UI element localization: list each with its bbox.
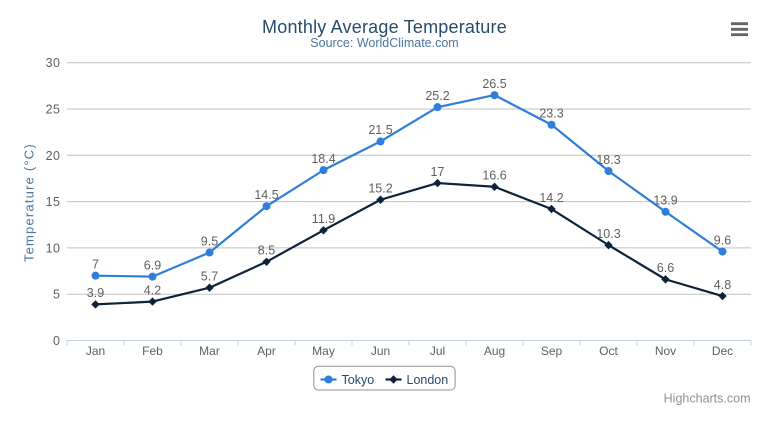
- svg-text:London: London: [407, 373, 449, 387]
- svg-text:23.3: 23.3: [539, 107, 563, 121]
- svg-text:17: 17: [431, 165, 445, 179]
- svg-text:11.9: 11.9: [312, 212, 335, 226]
- svg-text:Highcharts.com: Highcharts.com: [664, 392, 751, 406]
- svg-text:10.3: 10.3: [596, 227, 620, 241]
- svg-text:Oct: Oct: [599, 344, 618, 358]
- svg-text:16.6: 16.6: [482, 169, 506, 183]
- svg-text:Sep: Sep: [541, 344, 563, 358]
- svg-text:6.9: 6.9: [144, 258, 161, 272]
- svg-text:9.5: 9.5: [201, 234, 218, 248]
- svg-text:9.6: 9.6: [714, 233, 731, 247]
- svg-text:15.2: 15.2: [368, 182, 392, 196]
- svg-text:6.6: 6.6: [657, 261, 674, 275]
- svg-text:14.2: 14.2: [539, 191, 563, 205]
- svg-text:3.9: 3.9: [87, 286, 104, 300]
- svg-text:26.5: 26.5: [482, 77, 506, 91]
- svg-text:25: 25: [46, 103, 61, 117]
- svg-text:Nov: Nov: [655, 344, 676, 358]
- svg-text:21.5: 21.5: [368, 123, 392, 137]
- svg-text:Monthly Average Temperature: Monthly Average Temperature: [262, 17, 507, 37]
- svg-text:7: 7: [92, 257, 99, 271]
- svg-text:20: 20: [46, 149, 61, 163]
- svg-text:30: 30: [46, 56, 61, 70]
- svg-text:8.5: 8.5: [258, 244, 275, 258]
- svg-text:Feb: Feb: [142, 344, 163, 358]
- svg-text:4.8: 4.8: [714, 278, 731, 292]
- svg-text:10: 10: [46, 241, 61, 255]
- svg-text:May: May: [312, 344, 335, 358]
- svg-text:Mar: Mar: [199, 344, 220, 358]
- svg-text:18.4: 18.4: [311, 152, 335, 166]
- svg-text:5: 5: [53, 288, 60, 302]
- svg-text:Jul: Jul: [430, 344, 445, 358]
- svg-text:25.2: 25.2: [425, 89, 449, 103]
- svg-text:Source: WorldClimate.com: Source: WorldClimate.com: [310, 36, 458, 50]
- svg-text:0: 0: [53, 334, 60, 348]
- svg-text:Aug: Aug: [484, 344, 505, 358]
- svg-text:4.2: 4.2: [144, 283, 161, 297]
- svg-text:Dec: Dec: [712, 344, 733, 358]
- svg-text:13.9: 13.9: [653, 194, 677, 208]
- svg-text:Tokyo: Tokyo: [342, 373, 375, 387]
- svg-text:18.3: 18.3: [596, 153, 620, 167]
- svg-text:15: 15: [46, 195, 61, 209]
- svg-text:Jan: Jan: [86, 344, 105, 358]
- svg-text:14.5: 14.5: [254, 188, 278, 202]
- svg-text:Apr: Apr: [257, 344, 276, 358]
- svg-text:5.7: 5.7: [201, 270, 218, 284]
- svg-text:Jun: Jun: [371, 344, 390, 358]
- svg-text:Temperature (°C): Temperature (°C): [22, 143, 37, 262]
